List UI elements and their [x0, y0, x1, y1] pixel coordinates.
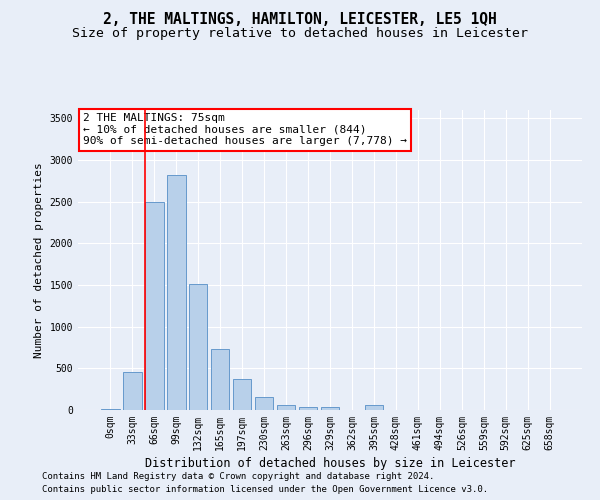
- Bar: [233, 379, 251, 410]
- Text: Distribution of detached houses by size in Leicester: Distribution of detached houses by size …: [145, 458, 515, 470]
- Bar: [167, 175, 185, 410]
- Text: Contains HM Land Registry data © Crown copyright and database right 2024.: Contains HM Land Registry data © Crown c…: [42, 472, 434, 481]
- Text: 2, THE MALTINGS, HAMILTON, LEICESTER, LE5 1QH: 2, THE MALTINGS, HAMILTON, LEICESTER, LE…: [103, 12, 497, 28]
- Bar: [145, 202, 164, 410]
- Bar: [189, 284, 208, 410]
- Bar: [320, 407, 340, 410]
- Bar: [255, 397, 274, 410]
- Bar: [211, 349, 229, 410]
- Text: Size of property relative to detached houses in Leicester: Size of property relative to detached ho…: [72, 28, 528, 40]
- Text: 2 THE MALTINGS: 75sqm
← 10% of detached houses are smaller (844)
90% of semi-det: 2 THE MALTINGS: 75sqm ← 10% of detached …: [83, 113, 407, 146]
- Bar: [299, 406, 317, 410]
- Bar: [123, 372, 142, 410]
- Y-axis label: Number of detached properties: Number of detached properties: [34, 162, 44, 358]
- Bar: [101, 409, 119, 410]
- Bar: [277, 404, 295, 410]
- Text: Contains public sector information licensed under the Open Government Licence v3: Contains public sector information licen…: [42, 485, 488, 494]
- Bar: [365, 406, 383, 410]
